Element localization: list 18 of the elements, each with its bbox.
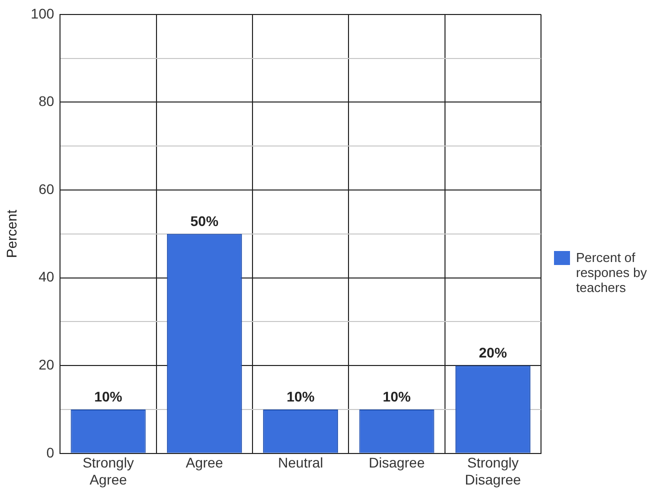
y-axis-title: Percent xyxy=(3,210,20,258)
x-tick-label: Strongly Disagree xyxy=(464,454,522,488)
data-label: 10% xyxy=(94,388,123,404)
x-tick-label: Neutral xyxy=(278,454,324,471)
x-tick-label: Agree xyxy=(186,454,224,471)
y-tick-label: 60 xyxy=(38,180,54,197)
y-tick-label: 100 xyxy=(30,5,54,22)
y-tick-label: 40 xyxy=(38,268,54,285)
y-tick-label: 20 xyxy=(38,356,54,372)
x-tick-label: Strongly Agree xyxy=(82,454,134,488)
x-tick-label: Disagree xyxy=(368,454,425,471)
data-label: 50% xyxy=(190,212,219,229)
legend-label: Percent of respones by teachers xyxy=(576,250,648,295)
data-label: 10% xyxy=(286,388,316,404)
data-label: 20% xyxy=(478,344,508,360)
y-tick-label: 80 xyxy=(38,93,54,110)
y-tick-label: 0 xyxy=(46,444,54,460)
data-label: 10% xyxy=(382,388,412,404)
